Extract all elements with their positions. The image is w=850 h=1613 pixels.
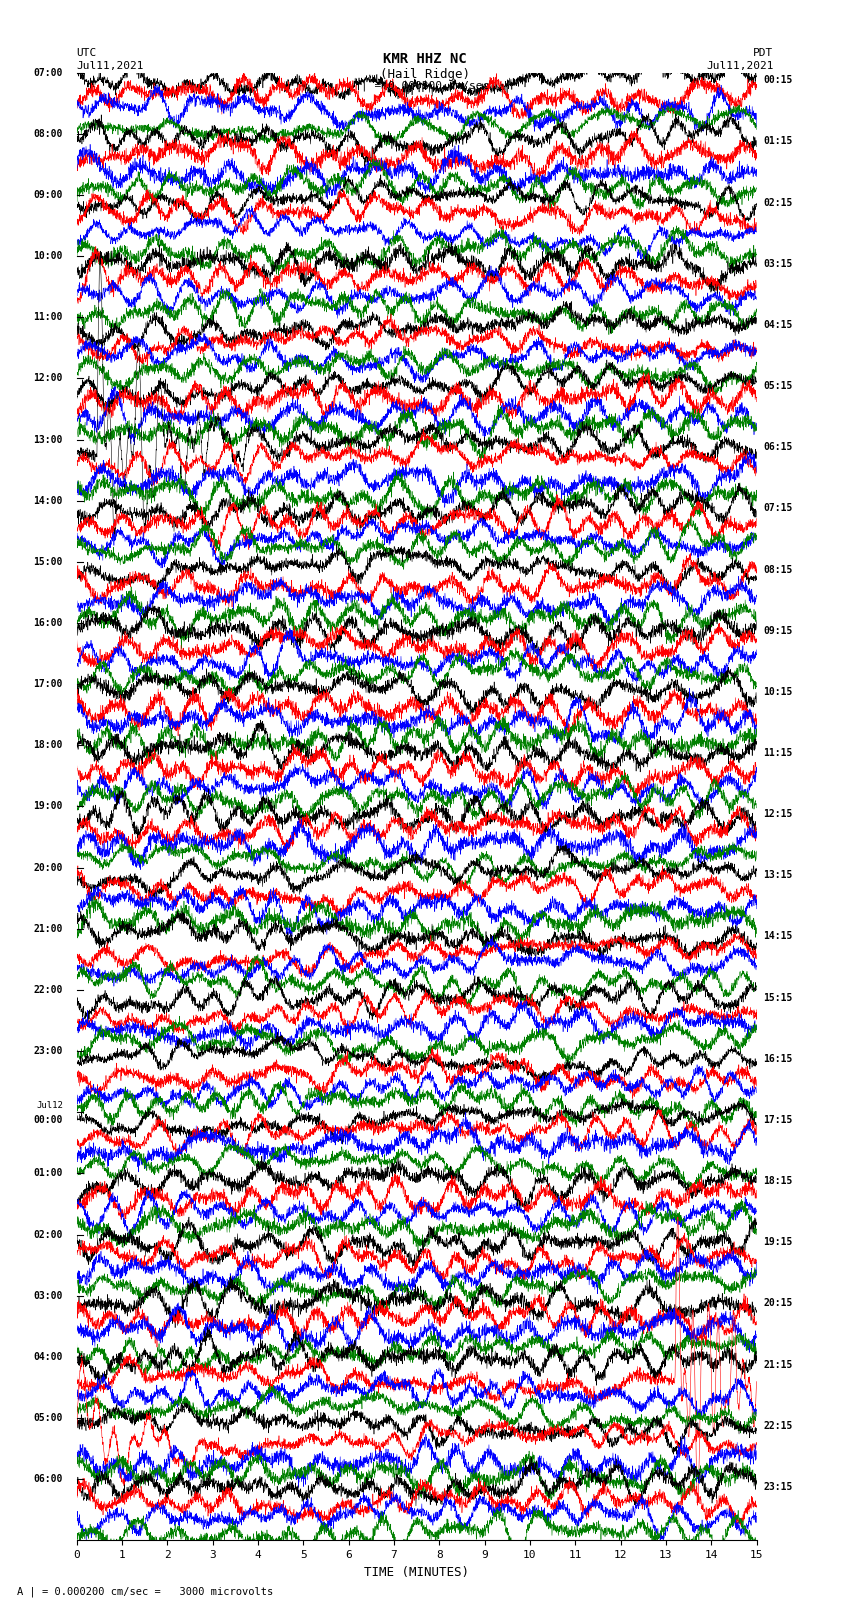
Text: 06:15: 06:15 bbox=[763, 442, 793, 452]
Text: 05:15: 05:15 bbox=[763, 381, 793, 390]
Text: 16:00: 16:00 bbox=[33, 618, 63, 627]
Text: 20:00: 20:00 bbox=[33, 863, 63, 873]
Text: 09:15: 09:15 bbox=[763, 626, 793, 636]
Text: | = 0.000200 cm/sec: | = 0.000200 cm/sec bbox=[361, 81, 489, 92]
Text: 23:00: 23:00 bbox=[33, 1047, 63, 1057]
Text: A | = 0.000200 cm/sec =   3000 microvolts: A | = 0.000200 cm/sec = 3000 microvolts bbox=[17, 1586, 273, 1597]
Text: 21:15: 21:15 bbox=[763, 1360, 793, 1369]
Text: 00:15: 00:15 bbox=[763, 76, 793, 85]
Text: 13:00: 13:00 bbox=[33, 434, 63, 445]
Text: Jul12: Jul12 bbox=[36, 1102, 63, 1110]
Text: 06:00: 06:00 bbox=[33, 1474, 63, 1484]
Text: 22:15: 22:15 bbox=[763, 1421, 793, 1431]
Text: 02:00: 02:00 bbox=[33, 1229, 63, 1240]
Text: 02:15: 02:15 bbox=[763, 197, 793, 208]
Text: 11:00: 11:00 bbox=[33, 313, 63, 323]
Text: KMR HHZ NC: KMR HHZ NC bbox=[383, 52, 467, 66]
Text: 13:15: 13:15 bbox=[763, 871, 793, 881]
Text: 07:00: 07:00 bbox=[33, 68, 63, 77]
Text: 16:15: 16:15 bbox=[763, 1053, 793, 1065]
Text: 04:00: 04:00 bbox=[33, 1352, 63, 1361]
Text: 17:00: 17:00 bbox=[33, 679, 63, 689]
Text: 14:00: 14:00 bbox=[33, 495, 63, 506]
Text: (Hail Ridge): (Hail Ridge) bbox=[380, 68, 470, 81]
Text: 01:15: 01:15 bbox=[763, 137, 793, 147]
Text: 19:15: 19:15 bbox=[763, 1237, 793, 1247]
Text: 12:00: 12:00 bbox=[33, 373, 63, 384]
Text: UTC: UTC bbox=[76, 48, 97, 58]
Text: 08:15: 08:15 bbox=[763, 565, 793, 574]
Text: 03:00: 03:00 bbox=[33, 1290, 63, 1300]
Text: 19:00: 19:00 bbox=[33, 802, 63, 811]
X-axis label: TIME (MINUTES): TIME (MINUTES) bbox=[364, 1566, 469, 1579]
Text: 18:15: 18:15 bbox=[763, 1176, 793, 1186]
Text: 14:15: 14:15 bbox=[763, 931, 793, 942]
Text: 21:00: 21:00 bbox=[33, 924, 63, 934]
Text: Jul11,2021: Jul11,2021 bbox=[76, 61, 144, 71]
Text: 04:15: 04:15 bbox=[763, 319, 793, 331]
Text: 03:15: 03:15 bbox=[763, 258, 793, 269]
Text: 20:15: 20:15 bbox=[763, 1298, 793, 1308]
Text: 15:00: 15:00 bbox=[33, 556, 63, 566]
Text: 00:00: 00:00 bbox=[33, 1115, 63, 1124]
Text: 15:15: 15:15 bbox=[763, 992, 793, 1003]
Text: Jul11,2021: Jul11,2021 bbox=[706, 61, 774, 71]
Text: 05:00: 05:00 bbox=[33, 1413, 63, 1423]
Text: 23:15: 23:15 bbox=[763, 1482, 793, 1492]
Text: 22:00: 22:00 bbox=[33, 986, 63, 995]
Text: 07:15: 07:15 bbox=[763, 503, 793, 513]
Text: 01:00: 01:00 bbox=[33, 1168, 63, 1179]
Text: 10:00: 10:00 bbox=[33, 252, 63, 261]
Text: 12:15: 12:15 bbox=[763, 810, 793, 819]
Text: 08:00: 08:00 bbox=[33, 129, 63, 139]
Text: 10:15: 10:15 bbox=[763, 687, 793, 697]
Text: 11:15: 11:15 bbox=[763, 748, 793, 758]
Text: 09:00: 09:00 bbox=[33, 190, 63, 200]
Text: PDT: PDT bbox=[753, 48, 774, 58]
Text: 17:15: 17:15 bbox=[763, 1115, 793, 1124]
Text: 18:00: 18:00 bbox=[33, 740, 63, 750]
